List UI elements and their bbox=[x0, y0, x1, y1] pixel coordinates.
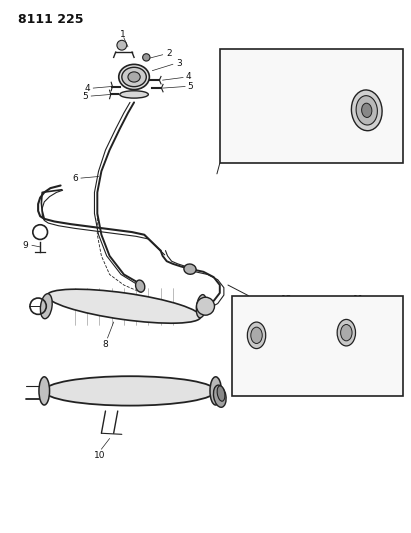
Text: 12: 12 bbox=[240, 353, 252, 362]
Ellipse shape bbox=[119, 64, 149, 90]
Ellipse shape bbox=[184, 264, 196, 274]
Text: 8111 225: 8111 225 bbox=[18, 13, 83, 26]
Text: 4: 4 bbox=[185, 72, 191, 82]
Ellipse shape bbox=[122, 67, 146, 87]
Ellipse shape bbox=[196, 295, 207, 318]
Ellipse shape bbox=[341, 325, 352, 341]
Text: 9: 9 bbox=[22, 241, 28, 250]
Text: 10: 10 bbox=[94, 451, 105, 460]
Ellipse shape bbox=[136, 280, 145, 292]
Text: 14: 14 bbox=[267, 102, 279, 111]
Ellipse shape bbox=[217, 386, 225, 401]
Ellipse shape bbox=[39, 377, 50, 405]
Bar bbox=[232, 296, 404, 396]
Text: 1: 1 bbox=[120, 30, 126, 39]
Circle shape bbox=[117, 41, 127, 50]
Text: 11: 11 bbox=[240, 343, 252, 351]
Circle shape bbox=[307, 101, 316, 110]
Ellipse shape bbox=[362, 103, 372, 117]
Ellipse shape bbox=[247, 322, 266, 349]
Text: 12: 12 bbox=[312, 348, 323, 357]
Text: 3: 3 bbox=[176, 59, 182, 68]
Ellipse shape bbox=[356, 95, 377, 125]
Ellipse shape bbox=[337, 319, 356, 346]
Text: 13: 13 bbox=[282, 295, 293, 304]
Text: 4: 4 bbox=[84, 84, 90, 93]
Circle shape bbox=[395, 310, 402, 318]
Ellipse shape bbox=[128, 72, 140, 82]
Circle shape bbox=[238, 316, 246, 323]
Ellipse shape bbox=[47, 289, 201, 323]
Circle shape bbox=[293, 99, 306, 112]
Ellipse shape bbox=[120, 91, 148, 98]
Circle shape bbox=[143, 54, 150, 61]
Text: 7: 7 bbox=[42, 302, 47, 311]
Ellipse shape bbox=[44, 376, 216, 406]
Text: 15: 15 bbox=[377, 85, 389, 94]
Bar bbox=[220, 50, 404, 163]
Text: 11: 11 bbox=[353, 295, 364, 304]
Ellipse shape bbox=[351, 90, 382, 131]
Text: 8: 8 bbox=[103, 340, 109, 349]
Ellipse shape bbox=[210, 377, 222, 405]
Circle shape bbox=[196, 297, 215, 315]
Text: 2: 2 bbox=[166, 49, 171, 58]
Text: 5: 5 bbox=[187, 82, 193, 91]
Ellipse shape bbox=[40, 294, 52, 319]
Circle shape bbox=[331, 77, 342, 88]
Ellipse shape bbox=[213, 385, 226, 407]
Text: 5: 5 bbox=[82, 92, 88, 101]
Text: 6: 6 bbox=[72, 174, 78, 183]
Ellipse shape bbox=[251, 327, 262, 343]
Text: 16: 16 bbox=[231, 60, 242, 69]
Text: 13: 13 bbox=[339, 132, 351, 141]
Text: 13: 13 bbox=[393, 324, 404, 333]
